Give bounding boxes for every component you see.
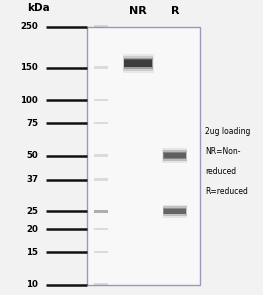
Bar	[123, 56, 153, 71]
Text: 50: 50	[26, 151, 38, 160]
Text: 37: 37	[26, 175, 38, 184]
Bar	[94, 210, 108, 212]
Bar	[164, 152, 186, 159]
Text: 75: 75	[26, 119, 38, 128]
Text: 10: 10	[26, 280, 38, 289]
Text: 25: 25	[26, 207, 38, 216]
Bar	[94, 99, 108, 101]
Bar	[124, 60, 152, 67]
Bar	[94, 154, 108, 157]
Bar	[94, 228, 108, 230]
Text: 2ug loading: 2ug loading	[205, 127, 251, 136]
Bar	[164, 153, 186, 158]
Bar	[163, 206, 187, 216]
Bar	[124, 58, 153, 69]
Text: 20: 20	[26, 224, 38, 234]
Bar	[94, 122, 108, 124]
Bar	[163, 148, 187, 163]
Text: R=reduced: R=reduced	[205, 187, 248, 196]
Text: 100: 100	[21, 96, 38, 104]
Bar	[163, 150, 187, 161]
Bar	[94, 251, 108, 253]
Bar	[94, 283, 108, 286]
Text: NR: NR	[129, 6, 147, 16]
Bar	[94, 25, 108, 28]
Text: 250: 250	[21, 22, 38, 31]
Bar	[164, 208, 186, 214]
Bar	[94, 178, 108, 181]
Bar	[163, 205, 187, 218]
Text: NR=Non-: NR=Non-	[205, 147, 241, 156]
Text: 15: 15	[26, 248, 38, 257]
Text: 150: 150	[21, 63, 38, 72]
Text: reduced: reduced	[205, 167, 236, 176]
Text: R: R	[171, 6, 179, 16]
Bar	[123, 54, 154, 73]
Text: kDa: kDa	[27, 3, 49, 13]
Bar	[94, 66, 108, 69]
Bar	[87, 27, 200, 285]
Bar	[164, 209, 186, 214]
Bar	[124, 59, 152, 68]
